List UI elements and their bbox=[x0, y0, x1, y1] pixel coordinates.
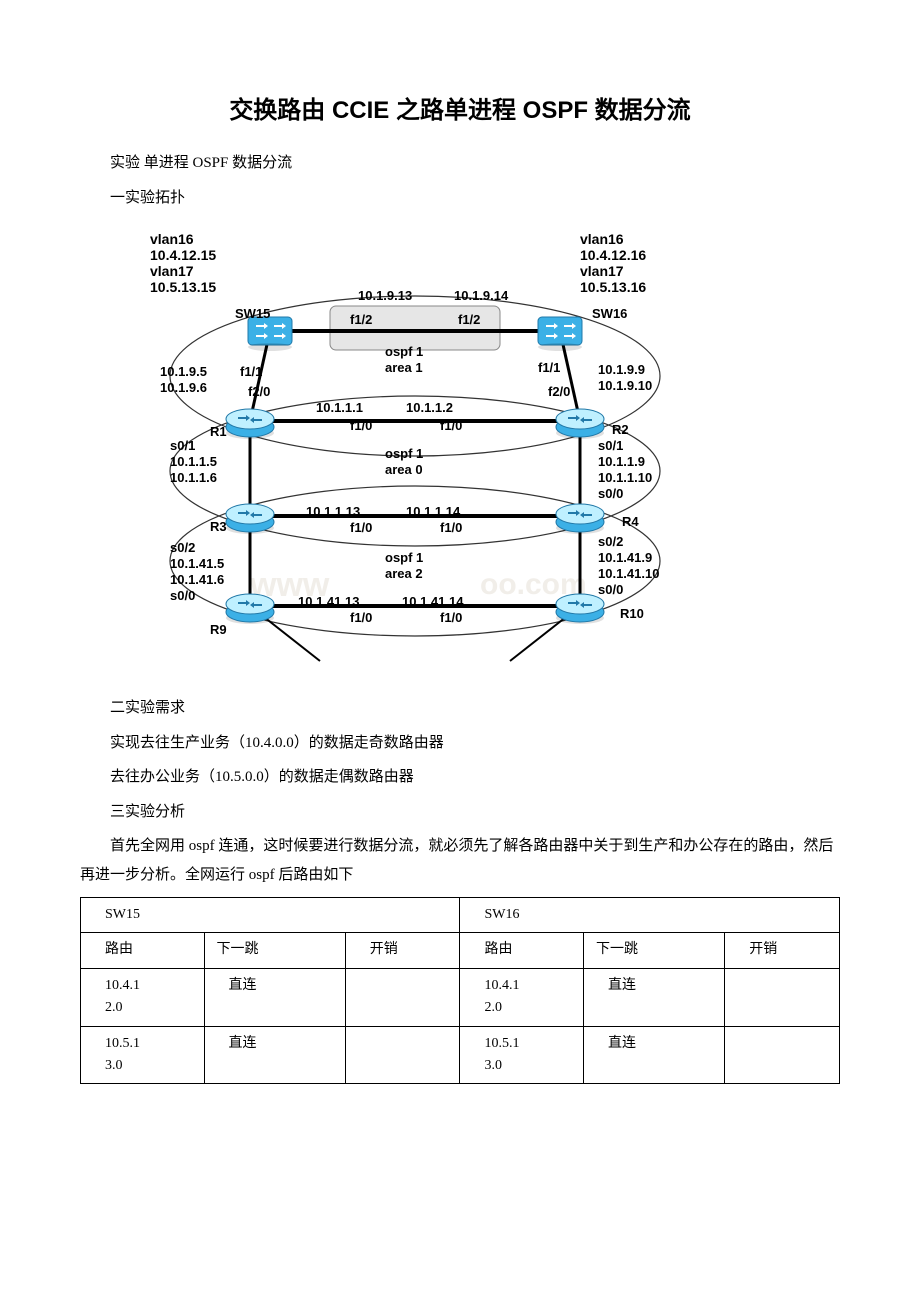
svg-text:10.1.1.9: 10.1.1.9 bbox=[598, 454, 645, 469]
svg-text:s0/0: s0/0 bbox=[170, 588, 195, 603]
analysis-body: 首先全网用 ospf 连通，这时候要进行数据分流，就必须先了解各路由器中关于到生… bbox=[80, 832, 840, 889]
svg-text:s0/2: s0/2 bbox=[598, 534, 623, 549]
svg-text:f1/2: f1/2 bbox=[350, 312, 372, 327]
svg-text:f1/0: f1/0 bbox=[440, 520, 462, 535]
svg-text:ospf 1: ospf 1 bbox=[385, 550, 423, 565]
svg-text:10.1.1.2: 10.1.1.2 bbox=[406, 400, 453, 415]
svg-text:vlan17: vlan17 bbox=[150, 263, 194, 279]
svg-text:s0/0: s0/0 bbox=[598, 486, 623, 501]
svg-text:R4: R4 bbox=[622, 514, 639, 529]
svg-text:10.1.41.9: 10.1.41.9 bbox=[598, 550, 652, 565]
svg-text:area 2: area 2 bbox=[385, 566, 423, 581]
svg-text:area 1: area 1 bbox=[385, 360, 423, 375]
svg-text:10.5.13.15: 10.5.13.15 bbox=[150, 279, 216, 295]
svg-text:10.1.1.6: 10.1.1.6 bbox=[170, 470, 217, 485]
svg-text:10.1.9.10: 10.1.9.10 bbox=[598, 378, 652, 393]
table-row: 10.5.13.0直连10.5.13.0直连 bbox=[81, 1026, 840, 1084]
svg-text:ospf 1: ospf 1 bbox=[385, 446, 423, 461]
svg-text:s0/0: s0/0 bbox=[598, 582, 623, 597]
section-topology-heading: 一实验拓扑 bbox=[110, 184, 840, 213]
experiment-label: 实验 单进程 OSPF 数据分流 bbox=[110, 149, 840, 178]
svg-text:10.1.1.13: 10.1.1.13 bbox=[306, 504, 360, 519]
routing-table: SW15 SW16 路由 下一跳 开销 路由 下一跳 开销 10.4.12.0直… bbox=[80, 897, 840, 1084]
svg-text:f1/1: f1/1 bbox=[240, 364, 262, 379]
section-analysis-heading: 三实验分析 bbox=[110, 798, 840, 827]
req-line-2: 去往办公业务（10.5.0.0）的数据走偶数路由器 bbox=[110, 763, 840, 792]
col-nexthop-l: 下一跳 bbox=[209, 939, 341, 961]
col-route-l: 路由 bbox=[85, 939, 200, 961]
svg-text:10.1.1.5: 10.1.1.5 bbox=[170, 454, 217, 469]
svg-text:f2/0: f2/0 bbox=[248, 384, 270, 399]
svg-text:10.4.12.15: 10.4.12.15 bbox=[150, 247, 216, 263]
svg-text:R1: R1 bbox=[210, 424, 227, 439]
svg-text:SW15: SW15 bbox=[235, 306, 270, 321]
col-cost-r: 开销 bbox=[729, 939, 835, 961]
svg-text:10.1.9.14: 10.1.9.14 bbox=[454, 288, 509, 303]
col-nexthop-r: 下一跳 bbox=[588, 939, 720, 961]
svg-text:s0/1: s0/1 bbox=[598, 438, 623, 453]
svg-text:10.1.1.10: 10.1.1.10 bbox=[598, 470, 652, 485]
svg-text:10.1.9.9: 10.1.9.9 bbox=[598, 362, 645, 377]
svg-text:10.1.41.10: 10.1.41.10 bbox=[598, 566, 659, 581]
table-row: SW15 SW16 bbox=[81, 898, 840, 933]
svg-text:R2: R2 bbox=[612, 422, 629, 437]
svg-text:f1/0: f1/0 bbox=[440, 418, 462, 433]
svg-text:10.5.13.16: 10.5.13.16 bbox=[580, 279, 646, 295]
svg-text:10.1.41.5: 10.1.41.5 bbox=[170, 556, 224, 571]
device-left: SW15 bbox=[85, 904, 455, 926]
svg-text:f1/1: f1/1 bbox=[538, 360, 560, 375]
topology-diagram: wwwoo.comvlan1610.4.12.15vlan1710.5.13.1… bbox=[140, 226, 840, 676]
svg-text:10.1.9.5: 10.1.9.5 bbox=[160, 364, 207, 379]
col-route-r: 路由 bbox=[464, 939, 579, 961]
table-row: 路由 下一跳 开销 路由 下一跳 开销 bbox=[81, 933, 840, 968]
svg-text:vlan17: vlan17 bbox=[580, 263, 624, 279]
svg-text:10.1.9.6: 10.1.9.6 bbox=[160, 380, 207, 395]
svg-text:R3: R3 bbox=[210, 519, 227, 534]
page-title: 交换路由 CCIE 之路单进程 OSPF 数据分流 bbox=[80, 90, 840, 125]
svg-text:f1/2: f1/2 bbox=[458, 312, 480, 327]
svg-text:f2/0: f2/0 bbox=[548, 384, 570, 399]
svg-text:area 0: area 0 bbox=[385, 462, 423, 477]
svg-text:f1/0: f1/0 bbox=[350, 610, 372, 625]
svg-text:SW16: SW16 bbox=[592, 306, 627, 321]
section-req-heading: 二实验需求 bbox=[110, 694, 840, 723]
svg-text:10.1.41.13: 10.1.41.13 bbox=[298, 594, 359, 609]
svg-text:vlan16: vlan16 bbox=[580, 231, 624, 247]
svg-text:s0/1: s0/1 bbox=[170, 438, 195, 453]
svg-text:10.1.41.14: 10.1.41.14 bbox=[402, 594, 464, 609]
svg-text:f1/0: f1/0 bbox=[350, 520, 372, 535]
svg-text:10.4.12.16: 10.4.12.16 bbox=[580, 247, 646, 263]
svg-text:vlan16: vlan16 bbox=[150, 231, 194, 247]
req-line-1: 实现去往生产业务（10.4.0.0）的数据走奇数路由器 bbox=[110, 729, 840, 758]
svg-text:f1/0: f1/0 bbox=[350, 418, 372, 433]
svg-text:s0/2: s0/2 bbox=[170, 540, 195, 555]
svg-text:ospf 1: ospf 1 bbox=[385, 344, 423, 359]
svg-text:10.1.41.6: 10.1.41.6 bbox=[170, 572, 224, 587]
svg-text:R9: R9 bbox=[210, 622, 227, 637]
svg-text:10.1.1.1: 10.1.1.1 bbox=[316, 400, 363, 415]
svg-text:R10: R10 bbox=[620, 606, 644, 621]
svg-text:10.1.1.14: 10.1.1.14 bbox=[406, 504, 461, 519]
col-cost-l: 开销 bbox=[350, 939, 456, 961]
table-row: 10.4.12.0直连10.4.12.0直连 bbox=[81, 968, 840, 1026]
svg-text:f1/0: f1/0 bbox=[440, 610, 462, 625]
svg-text:10.1.9.13: 10.1.9.13 bbox=[358, 288, 412, 303]
device-right: SW16 bbox=[464, 904, 835, 926]
